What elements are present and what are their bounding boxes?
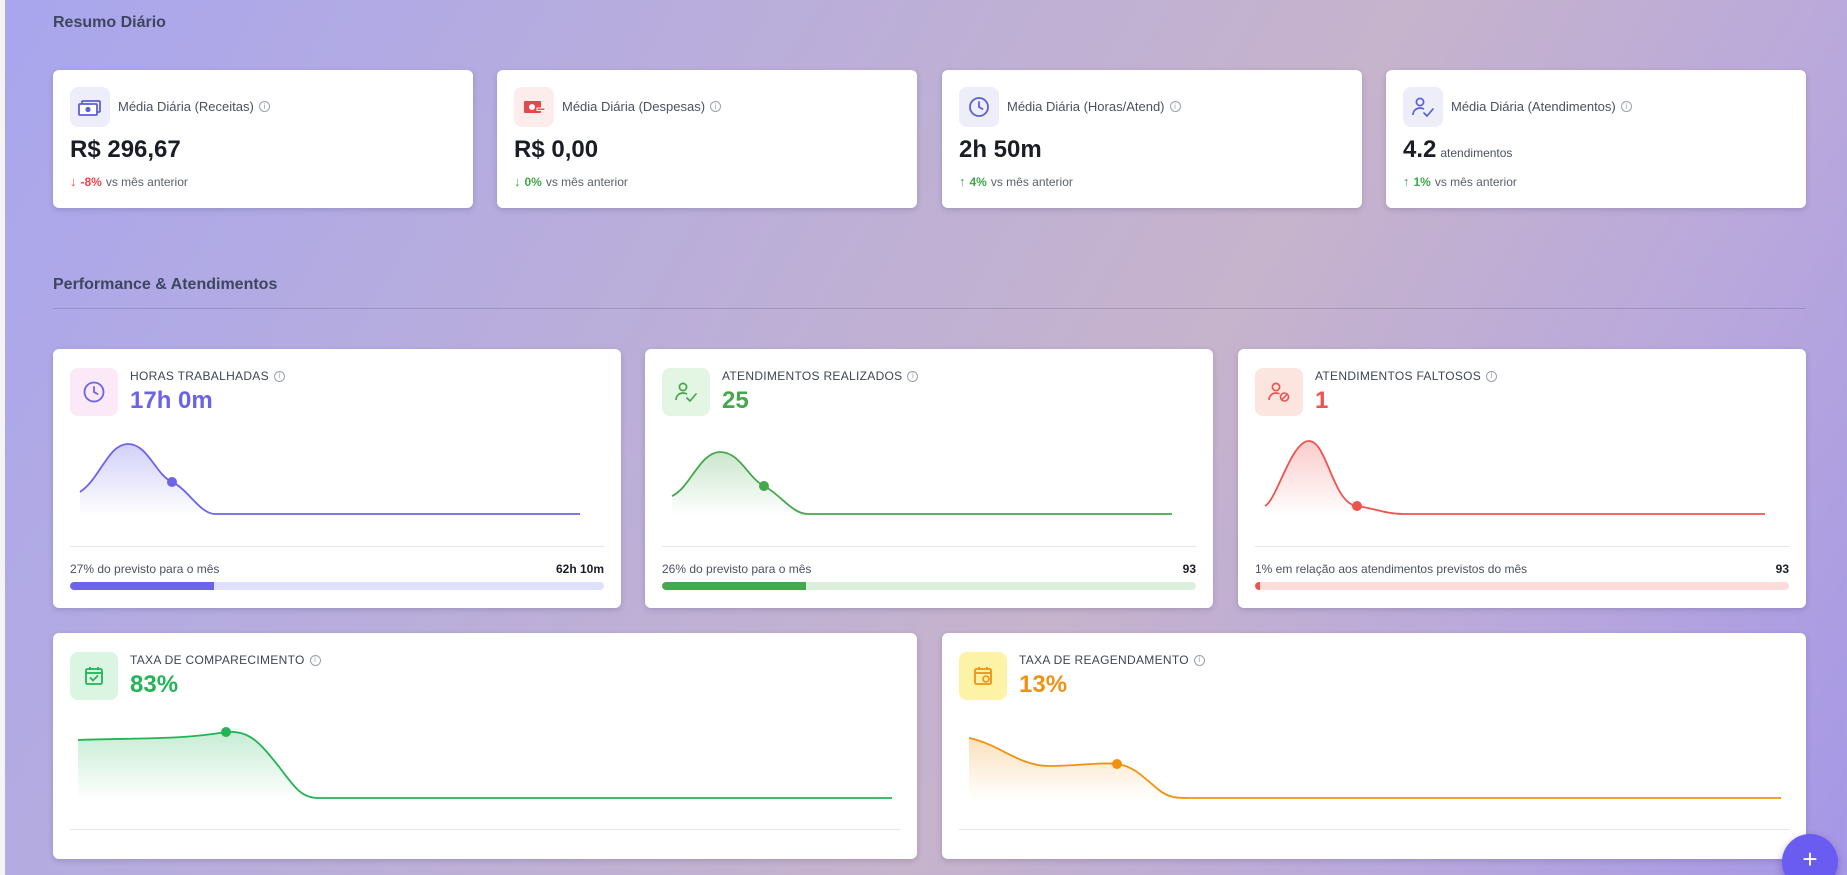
perf-footer: 26% do previsto para o mês 93 (662, 562, 1196, 576)
perf-value: 17h 0m (130, 387, 213, 414)
section-title-daily: Resumo Diário (53, 14, 166, 31)
sparkline-line (671, 451, 1172, 515)
user-check-icon (1403, 87, 1443, 127)
sparkline-chart (77, 727, 892, 800)
sparkline-area (969, 738, 1781, 800)
perf-label: TAXA DE COMPARECIMENTO i (130, 653, 321, 667)
perf-card-missed: ATENDIMENTOS FALTOSOS i 1 1% em relação a… (1238, 349, 1806, 608)
rate-card-attendance: TAXA DE COMPARECIMENTO i 83% (53, 633, 917, 859)
info-icon[interactable]: i (1193, 654, 1205, 666)
summary-card-expenses: Média Diária (Despesas) i R$ 0,00 ↓ 0% vs… (497, 70, 917, 208)
perf-label: ATENDIMENTOS FALTOSOS i (1315, 369, 1498, 383)
section-title-performance: Performance & Atendimentos (53, 276, 278, 293)
sparkline-line (1264, 440, 1765, 515)
info-icon[interactable]: i (907, 370, 919, 382)
separator (70, 829, 900, 830)
money-icon (70, 87, 110, 127)
sparkline-point[interactable] (1112, 759, 1122, 769)
user-check-icon (662, 368, 710, 416)
add-button[interactable]: + (1782, 834, 1838, 875)
perf-footer: 1% em relação aos atendimentos previstos… (1255, 562, 1789, 576)
sparkline-point[interactable] (221, 727, 231, 737)
info-icon[interactable]: i (273, 370, 285, 382)
progress-fill (662, 582, 807, 590)
perf-label: HORAS TRABALHADAS i (130, 369, 285, 383)
summary-trend: ↑ 1% vs mês anterior (1403, 174, 1517, 189)
sparkline-area (1265, 441, 1765, 516)
arrow-up-icon: ↑ (959, 174, 966, 189)
progress-bar (70, 582, 604, 590)
perf-value: 1 (1315, 387, 1329, 414)
arrow-up-icon: ↑ (1403, 174, 1410, 189)
summary-value: R$ 0,00 (514, 136, 599, 163)
summary-value: R$ 296,67 (70, 136, 181, 163)
separator (1255, 546, 1789, 547)
sparkline-chart (79, 443, 580, 516)
summary-value: 2h 50m (959, 136, 1042, 163)
clock-icon (959, 87, 999, 127)
perf-value: 25 (722, 387, 749, 414)
perf-label: TAXA DE REAGENDAMENTO i (1019, 653, 1205, 667)
sparkline-area (78, 731, 892, 800)
perf-value: 83% (130, 671, 179, 698)
clock-icon (70, 368, 118, 416)
perf-label: ATENDIMENTOS REALIZADOS i (722, 369, 919, 383)
user-block-icon (1255, 368, 1303, 416)
expense-icon (514, 87, 554, 127)
summary-card-revenue: Média Diária (Receitas) i R$ 296,67 ↓ -8%… (53, 70, 473, 208)
summary-trend: ↓ 0% vs mês anterior (514, 174, 628, 189)
summary-trend: ↑ 4% vs mês anterior (959, 174, 1073, 189)
sparkline-area (80, 444, 580, 516)
info-icon[interactable]: i (1620, 101, 1632, 112)
summary-trend: ↓ -8% vs mês anterior (70, 174, 188, 189)
arrow-down-icon: ↓ (514, 174, 521, 189)
left-edge-bar (0, 0, 5, 875)
summary-label: Média Diária (Receitas) i (118, 99, 270, 114)
info-icon[interactable]: i (710, 101, 722, 112)
summary-label: Média Diária (Despesas) i (562, 99, 722, 114)
summary-card-hours: Média Diária (Horas/Atend) i 2h 50m ↑ 4% … (942, 70, 1362, 208)
summary-label: Média Diária (Horas/Atend) i (1007, 99, 1181, 114)
progress-bar (662, 582, 1196, 590)
summary-label: Média Diária (Atendimentos) i (1451, 99, 1632, 114)
perf-footer: 27% do previsto para o mês 62h 10m (70, 562, 604, 576)
info-icon[interactable]: i (1169, 101, 1181, 112)
calendar-check-icon (70, 652, 118, 700)
sparkline-chart (671, 451, 1172, 516)
sparkline-line (77, 730, 892, 799)
progress-fill (70, 582, 215, 590)
sparkline-chart (1264, 440, 1765, 516)
rate-card-reschedule: TAXA DE REAGENDAMENTO i 13% (942, 633, 1806, 859)
perf-value: 13% (1019, 671, 1068, 698)
summary-card-appointments: Média Diária (Atendimentos) i 4.2 atendime… (1386, 70, 1806, 208)
separator (70, 546, 604, 547)
sparkline-line (79, 443, 580, 515)
summary-value: 4.2 atendimentos (1403, 136, 1513, 163)
separator (662, 546, 1196, 547)
info-icon[interactable]: i (309, 654, 321, 666)
sparkline-area (672, 452, 1172, 516)
sparkline-point[interactable] (167, 477, 177, 487)
sparkline-point[interactable] (759, 481, 769, 491)
perf-card-hours: HORAS TRABALHADAS i 17h 0m 27% do previst… (53, 349, 621, 608)
section-divider (53, 308, 1805, 309)
calendar-refresh-icon (959, 652, 1007, 700)
perf-card-appointments: ATENDIMENTOS REALIZADOS i 25 26% do previ… (645, 349, 1213, 608)
info-icon[interactable]: i (1486, 370, 1498, 382)
arrow-down-icon: ↓ (70, 174, 77, 189)
info-icon[interactable]: i (258, 101, 270, 112)
separator (959, 829, 1789, 830)
sparkline-chart (968, 737, 1781, 800)
sparkline-point[interactable] (1352, 501, 1362, 511)
progress-bar (1255, 582, 1789, 590)
progress-fill (1255, 582, 1261, 590)
